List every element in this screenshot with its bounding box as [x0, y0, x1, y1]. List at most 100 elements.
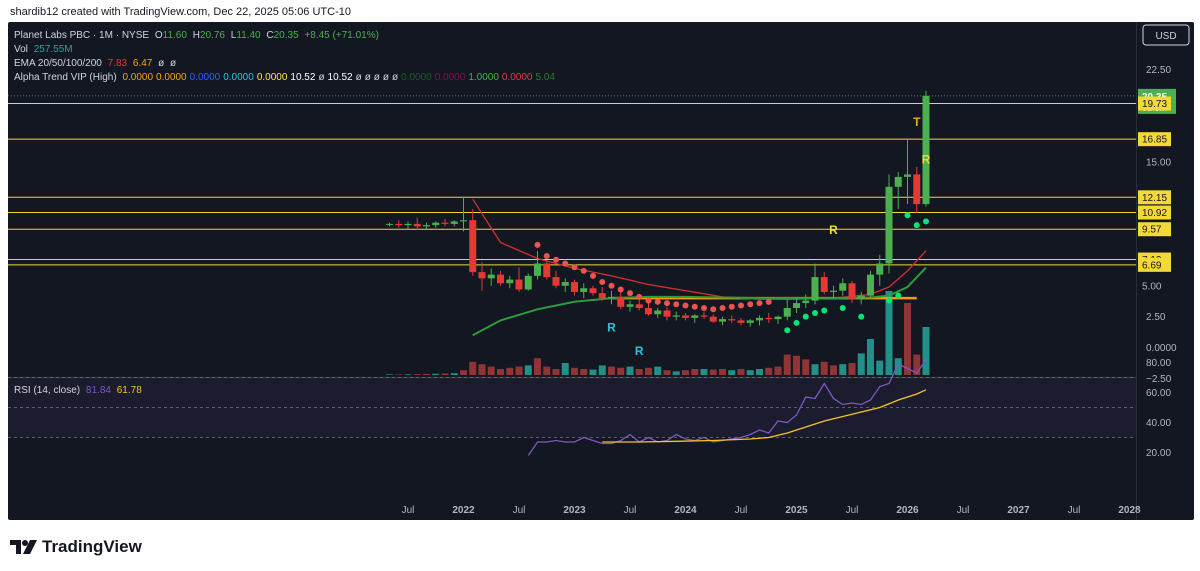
- ema-value-1: 7.83: [107, 58, 128, 69]
- candle-body: [598, 293, 606, 299]
- candle-body: [635, 304, 643, 309]
- signal-dot: [923, 218, 929, 225]
- change-value: +8.45 (+71.01%): [304, 30, 379, 41]
- alpha-trend-value-8: 10.52: [327, 72, 353, 83]
- volume-bar: [756, 369, 763, 375]
- signal-dot: [802, 313, 809, 320]
- legend-volume-row: Vol 257.55M: [14, 44, 76, 55]
- candle-body: [820, 277, 828, 292]
- candle-body: [719, 319, 726, 322]
- high-label: H: [192, 30, 200, 41]
- candle-body: [515, 279, 523, 290]
- volume-bar: [571, 367, 578, 375]
- volume-bar: [700, 369, 708, 375]
- signal-dot: [617, 286, 624, 293]
- ema-value-4: ø: [170, 58, 177, 69]
- low-label: L: [230, 30, 237, 41]
- volume-bar: [867, 339, 874, 375]
- alpha-trend-value-15: 0.0000: [434, 72, 466, 83]
- rsi-tick-label: 40.00: [1146, 418, 1171, 429]
- level-price-badge: [1138, 222, 1171, 237]
- signal-dot: [784, 327, 791, 334]
- x-tick-label: 2022: [452, 505, 475, 516]
- volume-label: Vol: [14, 44, 28, 55]
- volume-bar: [672, 371, 680, 375]
- candle-body: [663, 310, 671, 317]
- volume-bar: [811, 364, 819, 375]
- symbol-label: Planet Labs PBC · 1M · NYSE: [14, 30, 150, 41]
- candle-body: [478, 272, 486, 279]
- y-tick-label: −2.50: [1146, 374, 1172, 385]
- candle-body: [756, 317, 763, 321]
- legend-alpha-trend-row: Alpha Trend VIP (High) 0.0000 0.0000 0.000…: [14, 72, 558, 83]
- candle-body: [700, 315, 708, 317]
- alpha-trend-value-7: ø: [318, 72, 325, 83]
- candle-body: [395, 223, 403, 226]
- volume-bar: [598, 365, 606, 375]
- signal-dot: [719, 305, 726, 312]
- signal-dot: [710, 306, 717, 313]
- chart-attribution: shardib12 created with TradingView.com, …: [10, 6, 351, 18]
- x-tick-label: 2023: [563, 505, 586, 516]
- volume-bar: [469, 361, 477, 375]
- x-tick-label: Jul: [735, 505, 748, 516]
- alpha-trend-value-3: 0.0000: [189, 72, 221, 83]
- volume-bar: [524, 365, 532, 375]
- volume-bar: [654, 366, 662, 375]
- volume-bar: [404, 374, 412, 375]
- volume-bar: [543, 366, 551, 375]
- level-price-value: 12.15: [1142, 193, 1167, 204]
- level-price-badge: [1138, 190, 1171, 205]
- candle-body: [386, 223, 393, 225]
- rsi-ma-value: 61.78: [116, 385, 142, 396]
- signal-dot: [747, 301, 754, 308]
- volume-bar: [580, 369, 588, 375]
- signal-dot: [691, 303, 698, 310]
- x-tick-label: Jul: [957, 505, 970, 516]
- signal-dot: [571, 264, 578, 271]
- candle-body: [404, 223, 412, 226]
- signal-dot: [673, 301, 680, 308]
- volume-value: 257.55M: [33, 44, 73, 55]
- volume-bar: [774, 366, 782, 375]
- legend-symbol-row: Planet Labs PBC · 1M · NYSE O11.60 H20.7…: [14, 30, 382, 41]
- signal-marker-R: R: [829, 223, 838, 237]
- rsi-tick-label: 60.00: [1146, 388, 1171, 399]
- volume-bar: [682, 370, 689, 375]
- candle-body: [811, 277, 819, 301]
- y-tick-label: 15.00: [1146, 158, 1171, 169]
- rsi-tick-label: 20.00: [1146, 448, 1171, 459]
- ema-value-2: 6.47: [132, 58, 153, 69]
- signal-dot: [645, 297, 652, 304]
- volume-bar: [552, 369, 560, 375]
- candle-body: [497, 274, 504, 284]
- candle-body: [617, 296, 625, 307]
- signal-marker-T: T: [913, 115, 921, 129]
- level-price-badge: [1138, 205, 1171, 220]
- level-price-value: 16.85: [1142, 135, 1167, 146]
- candle-body: [876, 263, 884, 275]
- level-price-badge: [1138, 132, 1171, 147]
- volume-bar: [450, 373, 458, 375]
- signal-marker-R: R: [607, 321, 616, 335]
- signal-dot: [654, 298, 661, 305]
- alpha-trend-value-11: ø: [373, 72, 380, 83]
- candle-body: [580, 288, 588, 292]
- alpha-trend-value-17: 0.0000: [501, 72, 533, 83]
- signal-marker-R: R: [922, 152, 931, 166]
- volume-bar: [848, 363, 856, 375]
- volume-bar: [894, 358, 902, 375]
- volume-bar: [783, 354, 791, 375]
- currency-button: [1142, 24, 1190, 46]
- x-tick-label: 2025: [785, 505, 808, 516]
- signal-dot: [627, 290, 633, 297]
- alpha-trend-value-12: ø: [382, 72, 390, 83]
- ema-value-3: ø: [158, 58, 165, 69]
- ema-label: EMA 20/50/100/200: [14, 58, 102, 69]
- candle-body: [802, 300, 810, 304]
- signal-dot: [682, 302, 689, 309]
- currency-label: USD: [1155, 31, 1176, 42]
- candle-body: [848, 283, 856, 300]
